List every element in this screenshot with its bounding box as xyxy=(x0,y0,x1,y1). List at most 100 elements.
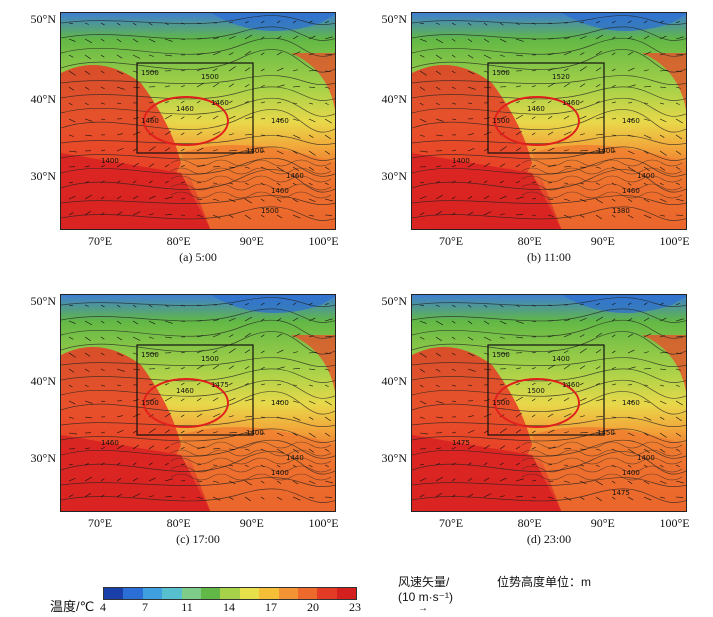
panel-caption: (a) 5:00 xyxy=(179,250,217,264)
contour-label: 1500 xyxy=(141,69,159,77)
contour-label: 1460 xyxy=(562,381,580,389)
contour-label: 1500 xyxy=(492,69,510,77)
contour-label: 1460 xyxy=(527,105,545,113)
longitude-label: 80°E xyxy=(517,516,542,530)
contour-label: 1460 xyxy=(562,99,580,107)
wind-legend-title: 风速矢量/ xyxy=(398,575,450,589)
colorbar-swatch xyxy=(142,588,163,599)
panel-caption: (b) 11:00 xyxy=(527,250,571,264)
contour-label: 1500 xyxy=(261,207,279,215)
contour-label: 1460 xyxy=(211,99,229,107)
contour-label: 1475 xyxy=(211,381,229,389)
contour-label: 1460 xyxy=(622,117,640,125)
longitude-label: 80°E xyxy=(517,234,542,248)
wind-legend-arrow: → xyxy=(418,603,428,614)
contour-label: 1460 xyxy=(622,399,640,407)
contour-label: 1440 xyxy=(286,454,304,462)
longitude-label: 70°E xyxy=(438,516,464,530)
colorbar-tick-label: 23 xyxy=(349,600,361,614)
contour-label: 1500 xyxy=(492,399,510,407)
temperature-map: 1500 1500 1500 1475 1460 1460 1400 1400 1400 1440 xyxy=(60,294,336,512)
longitude-label: 80°E xyxy=(166,516,191,530)
longitude-label: 80°E xyxy=(166,234,191,248)
contour-label: 1460 xyxy=(176,105,194,113)
panel-caption: (d) 23:00 xyxy=(526,532,572,546)
latitude-label: 50°N xyxy=(30,294,56,309)
contour-label: 1380 xyxy=(612,207,630,215)
colorbar-swatch xyxy=(297,588,318,599)
latitude-label: 40°N xyxy=(30,91,56,106)
colorbar-swatch xyxy=(181,588,201,599)
colorbar-title: 温度/℃ xyxy=(50,599,95,614)
contour-label: 1450 xyxy=(597,429,615,437)
contour-label: 1500 xyxy=(201,355,219,363)
colorbar-swatch xyxy=(259,588,279,599)
contour-label: 1475 xyxy=(452,439,470,447)
colorbar-tick-label: 14 xyxy=(223,600,235,614)
contour-label: 1460 xyxy=(271,117,289,125)
contour-label: 1400 xyxy=(246,429,264,437)
temperature-colorbar xyxy=(103,587,357,600)
contour-label: 1460 xyxy=(286,172,304,180)
contour-label: 1500 xyxy=(141,399,159,407)
colorbar-swatch xyxy=(220,588,240,599)
colorbar-tick-label: 4 xyxy=(100,600,106,614)
contour-label: 1500 xyxy=(201,73,219,81)
contour-label: 1500 xyxy=(492,117,510,125)
latitude-label: 50°N xyxy=(381,294,407,309)
height-unit-note: 位势高度单位：m xyxy=(497,575,591,589)
latitude-label: 30°N xyxy=(381,169,407,184)
contour-label: 1460 xyxy=(101,439,119,447)
contour-label: 1400 xyxy=(597,147,615,155)
colorbar-swatch xyxy=(200,588,221,599)
longitude-label: 70°E xyxy=(87,516,113,530)
contour-label: 1500 xyxy=(527,387,545,395)
colorbar-tick-label: 7 xyxy=(142,600,148,614)
colorbar-tick-label: 20 xyxy=(307,600,319,614)
colorbar-swatch xyxy=(336,588,357,599)
contour-label: 1460 xyxy=(141,117,159,125)
contour-label: 1460 xyxy=(622,187,640,195)
longitude-label: 100°E xyxy=(659,234,690,248)
latitude-label: 30°N xyxy=(30,169,56,184)
colorbar-swatch xyxy=(104,588,124,599)
contour-label: 1400 xyxy=(101,157,119,165)
contour-label: 1460 xyxy=(176,387,194,395)
colorbar-swatch xyxy=(317,588,337,599)
latitude-label: 50°N xyxy=(381,12,407,27)
latitude-label: 40°N xyxy=(381,373,407,388)
contour-label: 1400 xyxy=(452,157,470,165)
longitude-label: 70°E xyxy=(438,234,464,248)
contour-label: 1400 xyxy=(246,147,264,155)
colorbar-swatch xyxy=(239,588,260,599)
longitude-label: 90°E xyxy=(590,234,615,248)
longitude-label: 70°E xyxy=(87,234,113,248)
wind-legend-unit: (10 m·s⁻¹) xyxy=(398,590,453,604)
colorbar-tick-label: 17 xyxy=(265,600,277,614)
longitude-label: 100°E xyxy=(308,516,339,530)
colorbar-swatch xyxy=(278,588,298,599)
latitude-label: 40°N xyxy=(381,91,407,106)
contour-label: 1475 xyxy=(612,489,630,497)
contour-label: 1400 xyxy=(271,399,289,407)
panel-caption: (c) 17:00 xyxy=(176,532,220,546)
latitude-label: 30°N xyxy=(30,451,56,466)
contour-label: 1400 xyxy=(637,172,655,180)
temperature-map: 1500 1500 1460 1460 1460 1400 1460 1460 1400 1460… xyxy=(60,12,336,230)
longitude-label: 90°E xyxy=(239,234,264,248)
contour-label: 1400 xyxy=(552,355,570,363)
contour-label: 1460 xyxy=(271,187,289,195)
contour-label: 1400 xyxy=(271,469,289,477)
contour-label: 1400 xyxy=(637,454,655,462)
longitude-label: 90°E xyxy=(239,516,264,530)
contour-label: 1500 xyxy=(492,351,510,359)
latitude-label: 50°N xyxy=(30,12,56,27)
temperature-map: 1500 1520 1500 1460 1460 1400 1460 1460 1400 1400… xyxy=(411,12,687,230)
longitude-label: 100°E xyxy=(308,234,339,248)
temperature-map: 1500 1400 1500 1460 1500 1475 1400 1460 1450 1400… xyxy=(411,294,687,512)
contour-label: 1400 xyxy=(622,469,640,477)
colorbar-swatch xyxy=(123,588,143,599)
latitude-label: 30°N xyxy=(381,451,407,466)
latitude-label: 40°N xyxy=(30,373,56,388)
contour-label: 1520 xyxy=(552,73,570,81)
